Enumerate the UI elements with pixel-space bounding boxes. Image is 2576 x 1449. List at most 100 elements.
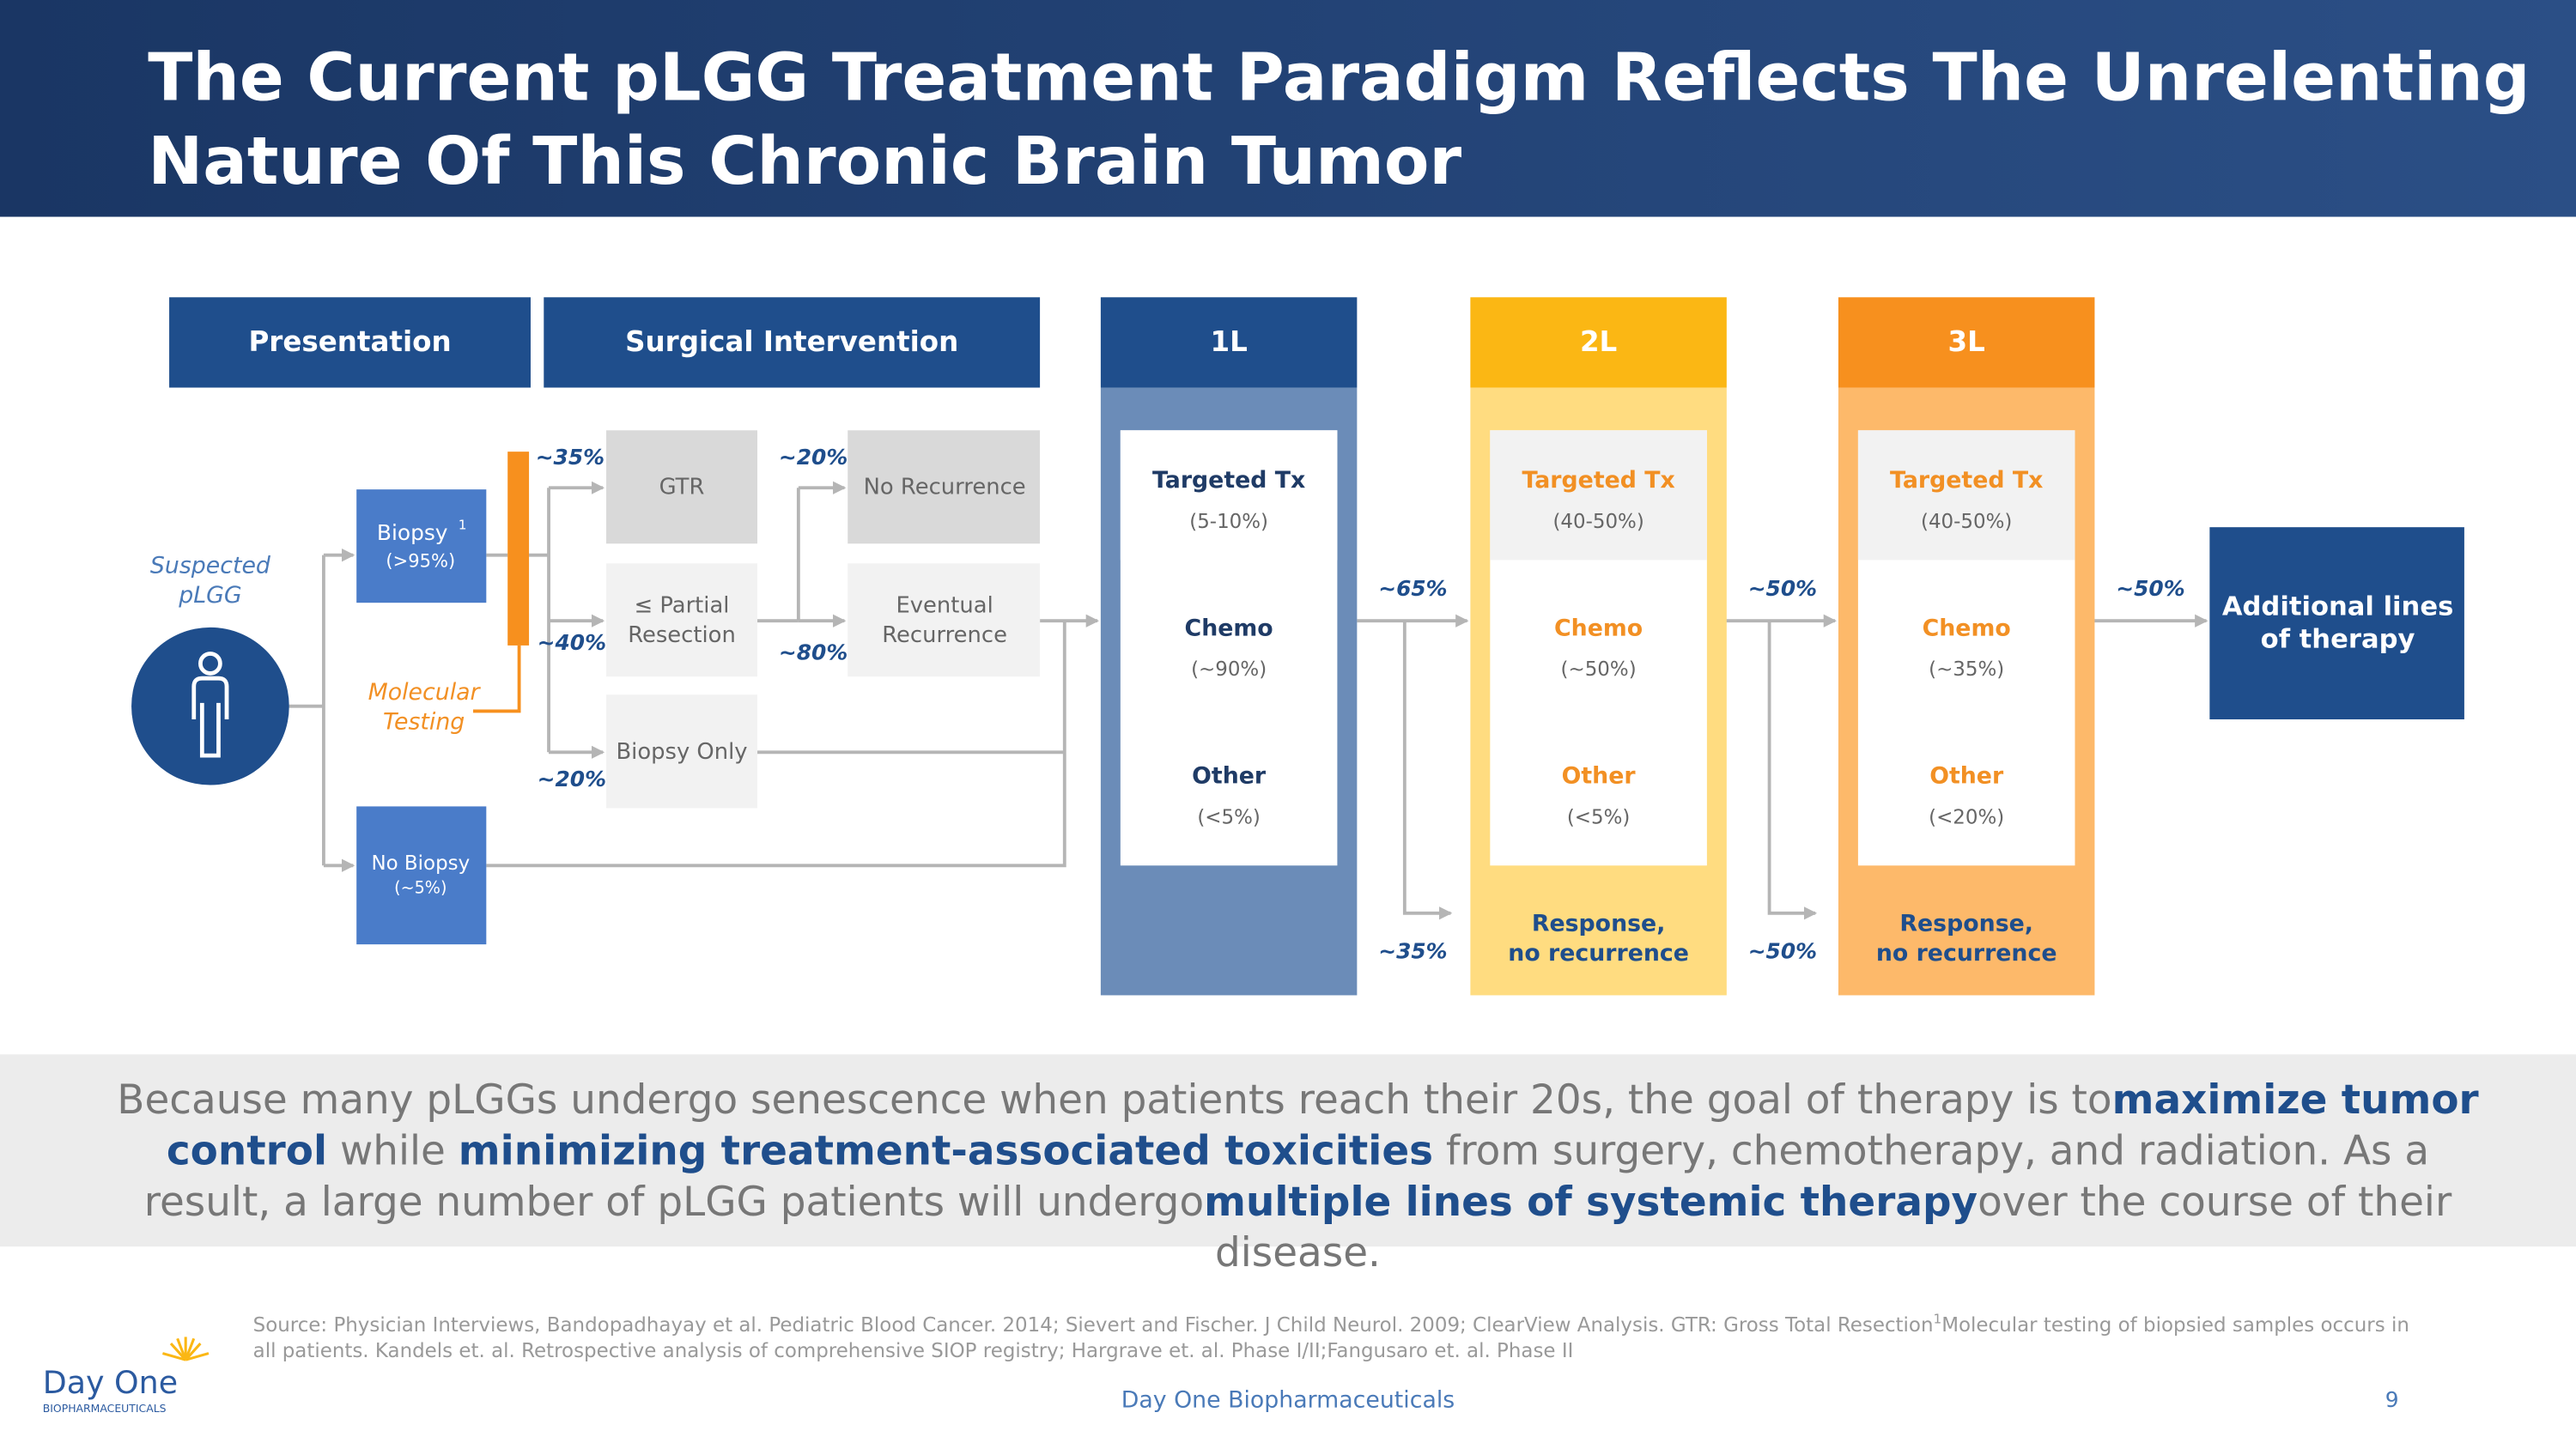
response-label: Response, <box>1532 911 1666 937</box>
therapy-lines: 1L Targeted Tx (5-10%) Chemo (~90%) Other (<5%… <box>1100 297 2185 996</box>
summary-band <box>0 1054 2576 1247</box>
response-label: Response, <box>1899 911 2033 937</box>
therapy-share: (<20%) <box>1929 806 2004 828</box>
therapy-share: (~35%) <box>1929 658 2004 681</box>
summary-text: over the course of their disease. <box>1215 1177 2452 1276</box>
source: Source: Physician Interviews, Bandopadha… <box>253 1311 2409 1337</box>
person-icon <box>191 652 229 758</box>
therapy-name: Targeted Tx <box>1890 467 2043 494</box>
therapy-share: (40-50%) <box>1552 511 1643 533</box>
therapy-top <box>1120 430 1338 561</box>
summary-emphasis: multiple lines of systemic therapy <box>1204 1177 1978 1226</box>
node-label: Biopsy <box>377 520 448 545</box>
column-header-label: Presentation <box>248 325 451 358</box>
therapy-share: (~50%) <box>1561 658 1637 681</box>
column-header-label: Surgical Intervention <box>625 325 958 358</box>
node-label: Eventual <box>896 592 993 618</box>
node-label: No Biopsy <box>371 852 470 875</box>
therapy-name: Other <box>1562 762 1637 789</box>
footer: Day One Biopharmaceuticals <box>1121 1387 1455 1414</box>
node-label: Testing <box>383 708 465 735</box>
summary-emphasis: maximize tumor control <box>166 1076 2479 1174</box>
logo-name: Day One <box>43 1364 178 1401</box>
percent-label: ~50% <box>1748 576 1817 601</box>
summary: Because many pLGGs undergo senescence wh… <box>115 1074 2481 1277</box>
testing-bar <box>507 452 530 646</box>
therapy-name: Targeted Tx <box>1522 467 1674 494</box>
node-label: Recurrence <box>882 622 1007 648</box>
therapy-top <box>1490 430 1707 561</box>
percent-label: ~80% <box>779 640 848 664</box>
response-label: no recurrence <box>1876 940 2057 967</box>
node-label: of therapy <box>2261 625 2415 655</box>
column-header <box>1470 297 1727 388</box>
node <box>605 430 758 544</box>
node <box>2209 527 2464 720</box>
page-number: 9 <box>2385 1387 2399 1412</box>
node <box>605 694 758 809</box>
percent-label: ~65% <box>1378 576 1447 601</box>
therapy-share: (5-10%) <box>1189 511 1268 533</box>
node-label: Biopsy Only <box>616 739 747 765</box>
percent-label: ~35% <box>536 445 605 470</box>
source-text: all patients. Kandels et. al. Retrospect… <box>253 1340 1574 1362</box>
summary-text: Because many pLGGs undergo senescence wh… <box>117 1076 2112 1124</box>
node-label: Resection <box>628 622 736 648</box>
therapy-share: (<5%) <box>1197 806 1261 828</box>
node-label: pLGG <box>178 582 241 609</box>
node <box>848 430 1041 544</box>
summary-text: from surgery, chemotherapy, and radiatio… <box>143 1126 2430 1226</box>
therapy-top <box>1857 430 2075 561</box>
logo: Day One BIOPHARMACEUTICALS <box>43 1337 210 1415</box>
therapy-name: Other <box>1192 762 1267 789</box>
column-header <box>1838 297 2095 388</box>
footnote-mark: 1 <box>1934 1311 1942 1326</box>
node <box>605 563 758 677</box>
node <box>848 563 1041 677</box>
response-label: no recurrence <box>1508 940 1689 967</box>
percent-label: ~50% <box>2116 576 2184 601</box>
title: The Current pLGG Treatment Paradigm Refl… <box>148 40 2530 117</box>
summary-text: while <box>327 1126 459 1174</box>
node <box>356 806 487 945</box>
logo-sub: BIOPHARMACEUTICALS <box>43 1402 167 1415</box>
percent-label: ~20% <box>779 445 848 470</box>
column-header <box>544 297 1041 388</box>
node-label: Suspected <box>150 553 271 579</box>
percent-label: ~35% <box>1378 939 1447 964</box>
therapy-name: Chemo <box>1185 615 1273 641</box>
therapy-share: (<5%) <box>1567 806 1631 828</box>
arrows <box>289 481 2208 920</box>
node-label: ≤ Partial <box>635 592 730 618</box>
source-text: Source: Physician Interviews, Bandopadha… <box>253 1314 1934 1337</box>
node-label: GTR <box>659 475 705 500</box>
therapy-name: Chemo <box>1554 615 1643 641</box>
therapy-name: Chemo <box>1923 615 2011 641</box>
column-header-label: 2L <box>1580 325 1617 358</box>
title: Nature Of This Chronic Brain Tumor <box>148 124 1461 200</box>
column-header-label: 3L <box>1948 325 1985 358</box>
node <box>356 489 487 603</box>
column-header <box>1100 297 1358 388</box>
therapy-share: (40-50%) <box>1921 511 2012 533</box>
therapy-share: (~90%) <box>1191 658 1267 681</box>
column-header-label: 1L <box>1210 325 1247 358</box>
footnote-mark: 1 <box>459 518 467 533</box>
summary-emphasis: minimizing treatment-associated toxiciti… <box>458 1126 1434 1174</box>
therapy-name: Other <box>1929 762 2004 789</box>
percent-label: ~50% <box>1748 939 1817 964</box>
percent-label: ~40% <box>538 630 606 655</box>
column-header <box>169 297 531 388</box>
node-label: Additional lines <box>2222 591 2454 621</box>
source-text: Molecular testing of biopsied samples oc… <box>1941 1314 2409 1337</box>
node-share: (~5%) <box>394 878 447 898</box>
node-label: Molecular <box>368 679 482 706</box>
therapy-name: Targeted Tx <box>1152 467 1305 494</box>
header-band <box>0 0 2576 217</box>
percent-label: ~20% <box>538 767 606 791</box>
patient-icon <box>131 627 289 785</box>
node-share: (>95%) <box>386 549 455 571</box>
